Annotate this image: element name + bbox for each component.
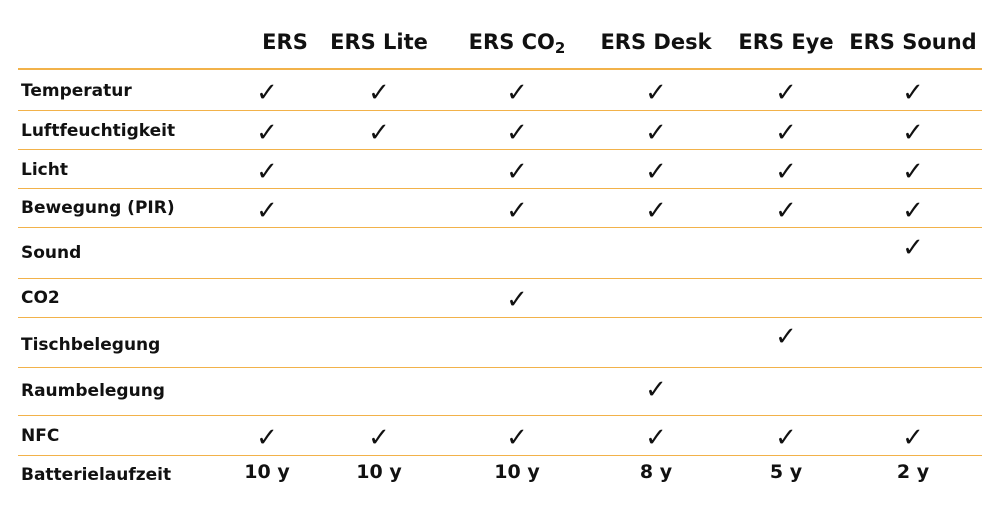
column-header-ers: ERS [230, 24, 340, 60]
check-icon: ✓ [645, 78, 667, 108]
check-icon: ✓ [256, 78, 278, 108]
check-icon: ✓ [506, 78, 528, 108]
row-divider [18, 367, 982, 368]
battery-life-value: 10 y [244, 461, 290, 483]
check-icon: ✓ [902, 78, 924, 108]
column-header-ers-co2: ERS CO2 [452, 24, 582, 60]
check-icon: ✓ [645, 375, 667, 405]
check-icon: ✓ [256, 157, 278, 187]
battery-life-value: 2 y [896, 461, 930, 483]
check-icon: ✓ [256, 118, 278, 148]
column-header-label: ERS Sound [849, 30, 977, 54]
row-divider [18, 278, 982, 279]
check-icon: ✓ [368, 78, 390, 108]
row-label: Tischbelegung [21, 335, 161, 355]
check-icon: ✓ [506, 118, 528, 148]
battery-life-value: 8 y [639, 461, 673, 483]
column-header-label: ERS CO [468, 30, 555, 54]
check-icon: ✓ [775, 196, 797, 226]
row-divider [18, 188, 982, 189]
row-label: Licht [21, 160, 68, 180]
row-divider [18, 455, 982, 456]
column-header-label: ERS [262, 30, 308, 54]
row-divider [18, 110, 982, 111]
check-icon: ✓ [775, 78, 797, 108]
sensor-comparison-table: ERS ERS Lite ERS CO2 ERS Desk ERS Eye ER… [18, 0, 982, 518]
column-header-label: ERS Desk [600, 30, 712, 54]
check-icon: ✓ [506, 423, 528, 453]
table-header: ERS ERS Lite ERS CO2 ERS Desk ERS Eye ER… [18, 24, 982, 60]
check-icon: ✓ [506, 157, 528, 187]
battery-life-value: 5 y [769, 461, 803, 483]
check-icon: ✓ [645, 423, 667, 453]
check-icon: ✓ [902, 423, 924, 453]
column-header-ers-eye: ERS Eye [726, 24, 846, 60]
column-header-subscript: 2 [554, 39, 566, 57]
row-label: Luftfeuchtigkeit [21, 121, 176, 141]
check-icon: ✓ [645, 196, 667, 226]
row-divider [18, 227, 982, 228]
row-label: Temperatur [21, 81, 132, 101]
check-icon: ✓ [256, 423, 278, 453]
check-icon: ✓ [902, 196, 924, 226]
row-divider [18, 317, 982, 318]
check-icon: ✓ [256, 196, 278, 226]
check-icon: ✓ [506, 285, 528, 315]
column-header-label: ERS Eye [738, 30, 834, 54]
check-icon: ✓ [368, 118, 390, 148]
row-label: NFC [21, 426, 60, 446]
row-divider [18, 149, 982, 150]
check-icon: ✓ [775, 322, 797, 352]
row-label: Raumbelegung [21, 381, 165, 401]
check-icon: ✓ [775, 157, 797, 187]
row-divider [18, 68, 982, 70]
check-icon: ✓ [368, 423, 390, 453]
row-label: Bewegung (PIR) [21, 198, 175, 218]
battery-life-value: 10 y [356, 461, 402, 483]
check-icon: ✓ [506, 196, 528, 226]
row-label: CO2 [21, 288, 60, 308]
row-divider [18, 415, 982, 416]
column-header-ers-sound: ERS Sound [844, 24, 982, 60]
check-icon: ✓ [902, 118, 924, 148]
column-header-ers-desk: ERS Desk [594, 24, 718, 60]
column-header-label: ERS Lite [330, 30, 428, 54]
column-header-ers-lite: ERS Lite [320, 24, 438, 60]
battery-life-value: 10 y [494, 461, 540, 483]
check-icon: ✓ [902, 233, 924, 263]
check-icon: ✓ [902, 157, 924, 187]
check-icon: ✓ [775, 118, 797, 148]
check-icon: ✓ [645, 118, 667, 148]
check-icon: ✓ [775, 423, 797, 453]
check-icon: ✓ [645, 157, 667, 187]
row-label: Batterielaufzeit [21, 465, 172, 485]
row-label: Sound [21, 243, 82, 263]
